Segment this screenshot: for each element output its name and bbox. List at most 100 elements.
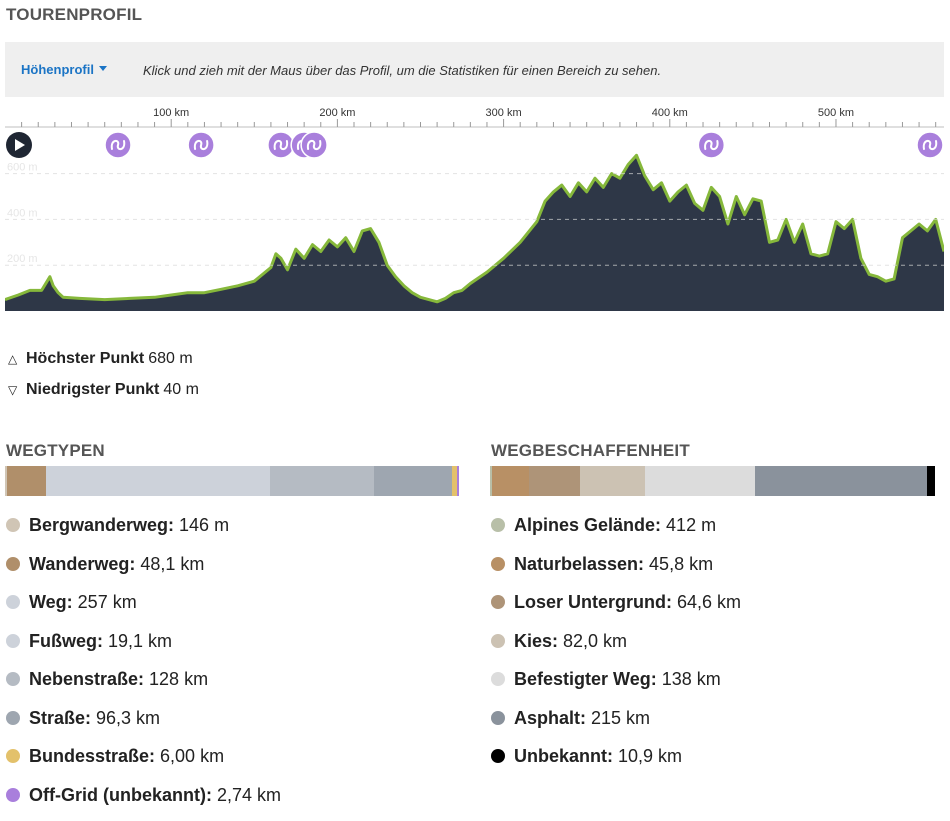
bar-segment[interactable] — [579, 466, 646, 496]
bar-segment[interactable] — [7, 466, 47, 496]
legend-value: 64,6 km — [672, 592, 742, 612]
wegbeschaffenheit-bar[interactable] — [490, 466, 944, 496]
legend-name: Bundesstraße: — [29, 746, 156, 766]
elevation-line — [5, 153, 944, 304]
legend-value: 45,8 km — [644, 553, 714, 574]
legend-item[interactable]: Wanderweg: 48,1 km — [6, 554, 204, 575]
legend-color-dot — [491, 672, 505, 686]
legend-name: Straße: — [29, 707, 92, 728]
elevation-profile-chart[interactable]: 100 km 200 km 300 km 400 km 500 km 200 m 400 m… — [5, 97, 944, 312]
legend-value: 138 km — [656, 669, 721, 689]
legend-name: Kies: — [514, 630, 559, 651]
bar-segment[interactable] — [373, 466, 452, 496]
legend-item[interactable]: Bergwanderweg: 146 m — [6, 515, 229, 536]
lowest-point-label: Niedrigster Punkt — [26, 381, 160, 398]
legend-value: 82,0 km — [558, 630, 628, 651]
page-title: TOURENPROFIL — [6, 5, 143, 24]
legend-value: 2,74 km — [211, 784, 282, 805]
legend-name: Weg: — [29, 592, 73, 612]
legend-value: 412 m — [661, 515, 717, 535]
legend-item[interactable]: Straße: 96,3 km — [6, 708, 160, 729]
legend-value: 19,1 km — [103, 630, 173, 651]
bar-segment[interactable] — [5, 466, 7, 496]
legend-item[interactable]: Alpines Gelände: 412 m — [491, 515, 716, 536]
bar-segment[interactable] — [490, 466, 492, 496]
highest-point-stat: △ Höchster Punkt 680 m — [8, 350, 193, 368]
legend-name: Fußweg: — [29, 630, 103, 651]
wegtypen-bar[interactable] — [5, 466, 459, 496]
legend-item[interactable]: Nebenstraße: 128 km — [6, 669, 208, 690]
legend-value: 215 km — [586, 707, 651, 728]
legend-color-dot — [6, 749, 20, 763]
legend-name: Befestigter Weg: — [514, 669, 657, 689]
legend-item[interactable]: Asphalt: 215 km — [491, 708, 650, 729]
squiggle-icon — [306, 139, 322, 151]
x-tick-label: 100 km — [153, 107, 189, 119]
legend-color-dot — [491, 633, 505, 648]
legend-value: 257 km — [72, 592, 137, 612]
caret-down-icon — [98, 66, 107, 72]
bar-segment[interactable] — [451, 466, 457, 496]
triangle-down-icon: ▽ — [8, 383, 18, 397]
legend-name: Naturbelassen: — [514, 553, 645, 574]
dropdown-label: Höhenprofil — [21, 62, 94, 77]
legend-item[interactable]: Loser Untergrund: 64,6 km — [491, 592, 741, 613]
bar-segment[interactable] — [645, 466, 756, 496]
legend-value: 128 km — [144, 669, 209, 689]
bar-segment[interactable] — [254, 466, 270, 496]
x-tick-label: 500 km — [818, 107, 854, 119]
highest-point-label: Höchster Punkt — [26, 350, 145, 367]
x-tick-label: 300 km — [486, 107, 522, 119]
squiggle-icon — [704, 139, 719, 151]
bar-segment[interactable] — [926, 466, 936, 496]
profile-toolbar: Höhenprofil Klick und zieh mit der Maus … — [5, 42, 944, 97]
legend-color-dot — [491, 749, 505, 763]
legend-color-dot — [6, 633, 20, 648]
legend-item[interactable]: Weg: 257 km — [6, 592, 137, 613]
legend-color-dot — [491, 518, 505, 532]
y-tick-label: 200 m — [7, 253, 38, 265]
legend-name: Off-Grid (unbekannt): — [29, 784, 212, 805]
legend-color-dot — [6, 556, 20, 571]
bar-segment[interactable] — [528, 466, 580, 496]
legend-name: Nebenstraße: — [29, 669, 145, 689]
legend-color-dot — [491, 556, 505, 571]
y-tick-label: 600 m — [7, 162, 38, 174]
legend-color-dot — [6, 710, 20, 725]
legend-color-dot — [6, 672, 20, 686]
legend-value: 96,3 km — [91, 707, 161, 728]
legend-color-dot — [6, 595, 20, 609]
legend-value: 10,9 km — [613, 746, 683, 766]
legend-item[interactable]: Befestigter Weg: 138 km — [491, 669, 721, 690]
legend-color-dot — [6, 787, 20, 802]
legend-name: Bergwanderweg: — [29, 515, 175, 535]
wegbeschaffenheit-title: WEGBESCHAFFENHEIT — [491, 441, 690, 460]
legend-item[interactable]: Fußweg: 19,1 km — [6, 631, 172, 652]
legend-item[interactable]: Off-Grid (unbekannt): 2,74 km — [6, 785, 281, 806]
bar-segment[interactable] — [46, 466, 255, 496]
triangle-up-icon: △ — [8, 352, 18, 366]
profile-hint: Klick und zieh mit der Maus über das Pro… — [143, 63, 662, 78]
legend-item[interactable]: Naturbelassen: 45,8 km — [491, 554, 713, 575]
legend-item[interactable]: Unbekannt: 10,9 km — [491, 746, 682, 767]
legend-name: Alpines Gelände: — [514, 515, 662, 535]
legend-name: Asphalt: — [514, 707, 586, 728]
lowest-point-value: 40 m — [163, 381, 199, 398]
highest-point-value: 680 m — [148, 350, 193, 367]
squiggle-icon — [193, 139, 209, 151]
wegtypen-title: WEGTYPEN — [6, 441, 105, 460]
squiggle-icon — [273, 139, 289, 151]
bar-segment[interactable] — [269, 466, 374, 496]
profile-type-dropdown[interactable]: Höhenprofil — [21, 62, 107, 77]
legend-color-dot — [491, 710, 505, 725]
legend-item[interactable]: Kies: 82,0 km — [491, 631, 627, 652]
bar-segment[interactable] — [492, 466, 529, 496]
x-tick-label: 400 km — [652, 107, 688, 119]
x-tick-label: 200 km — [319, 107, 355, 119]
bar-segment[interactable] — [456, 466, 459, 496]
lowest-point-stat: ▽ Niedrigster Punkt 40 m — [8, 381, 199, 399]
legend-item[interactable]: Bundesstraße: 6,00 km — [6, 746, 224, 767]
elevation-area — [5, 155, 944, 311]
bar-segment[interactable] — [755, 466, 927, 496]
play-icon — [15, 139, 25, 151]
